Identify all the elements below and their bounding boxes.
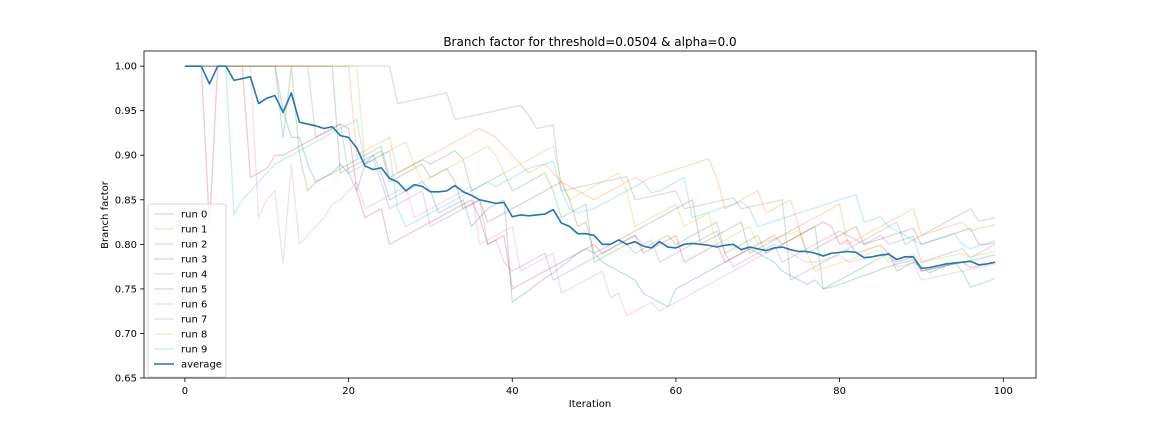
y-tick-label: 0.80 — [115, 240, 137, 251]
y-tick-label: 1.00 — [115, 62, 137, 73]
series-line-run-9 — [184, 65, 996, 250]
legend-label: run 8 — [181, 330, 207, 341]
legend-label: run 4 — [181, 270, 207, 281]
x-tick-label: 0 — [182, 386, 188, 397]
series-line-run-7 — [184, 65, 996, 281]
series-line-run-0 — [184, 65, 996, 308]
y-tick-label: 0.70 — [115, 329, 137, 340]
legend-label: run 3 — [181, 255, 207, 266]
x-axis: 0 20 40 60 80 100 — [182, 378, 1013, 397]
legend-label: run 2 — [181, 240, 207, 251]
y-tick-label: 0.85 — [115, 195, 137, 206]
legend-label: run 0 — [181, 210, 207, 221]
plot-frame — [143, 50, 1037, 379]
legend-label: run 6 — [181, 300, 207, 311]
series-line-run-2 — [184, 65, 996, 290]
legend-label: run 5 — [181, 285, 207, 296]
chart-title: Branch factor for threshold=0.0504 & alp… — [443, 35, 736, 49]
series-line-average — [184, 65, 996, 270]
x-tick-label: 60 — [670, 386, 683, 397]
series-line-run-4 — [184, 65, 996, 281]
y-tick-label: 0.90 — [115, 151, 137, 162]
series-line-run-8 — [184, 65, 996, 272]
y-axis: 0.65 0.70 0.75 0.80 0.85 0.90 0.95 1.00 — [115, 62, 144, 385]
y-tick-label: 0.65 — [115, 374, 137, 385]
series-line-run-5 — [184, 65, 996, 254]
x-axis-label: Iteration — [569, 399, 611, 410]
legend-label: run 9 — [181, 345, 207, 356]
x-tick-label: 80 — [833, 386, 846, 397]
legend: run 0 run 1 run 2 run 3 run 4 run 5 run 6 run 7… — [147, 203, 227, 378]
y-axis-label: Branch factor — [100, 180, 111, 249]
legend-label: run 1 — [181, 225, 207, 236]
series-line-run-3 — [184, 65, 996, 290]
x-tick-label: 20 — [342, 386, 355, 397]
legend-label: run 7 — [181, 315, 207, 326]
x-tick-label: 100 — [994, 386, 1013, 397]
x-tick-label: 40 — [506, 386, 519, 397]
legend-label: average — [181, 360, 222, 371]
y-tick-label: 0.75 — [115, 284, 137, 295]
series-line-run-1 — [184, 65, 996, 245]
plot-lines — [184, 65, 996, 317]
y-tick-label: 0.95 — [115, 106, 137, 117]
legend-box — [147, 203, 227, 378]
